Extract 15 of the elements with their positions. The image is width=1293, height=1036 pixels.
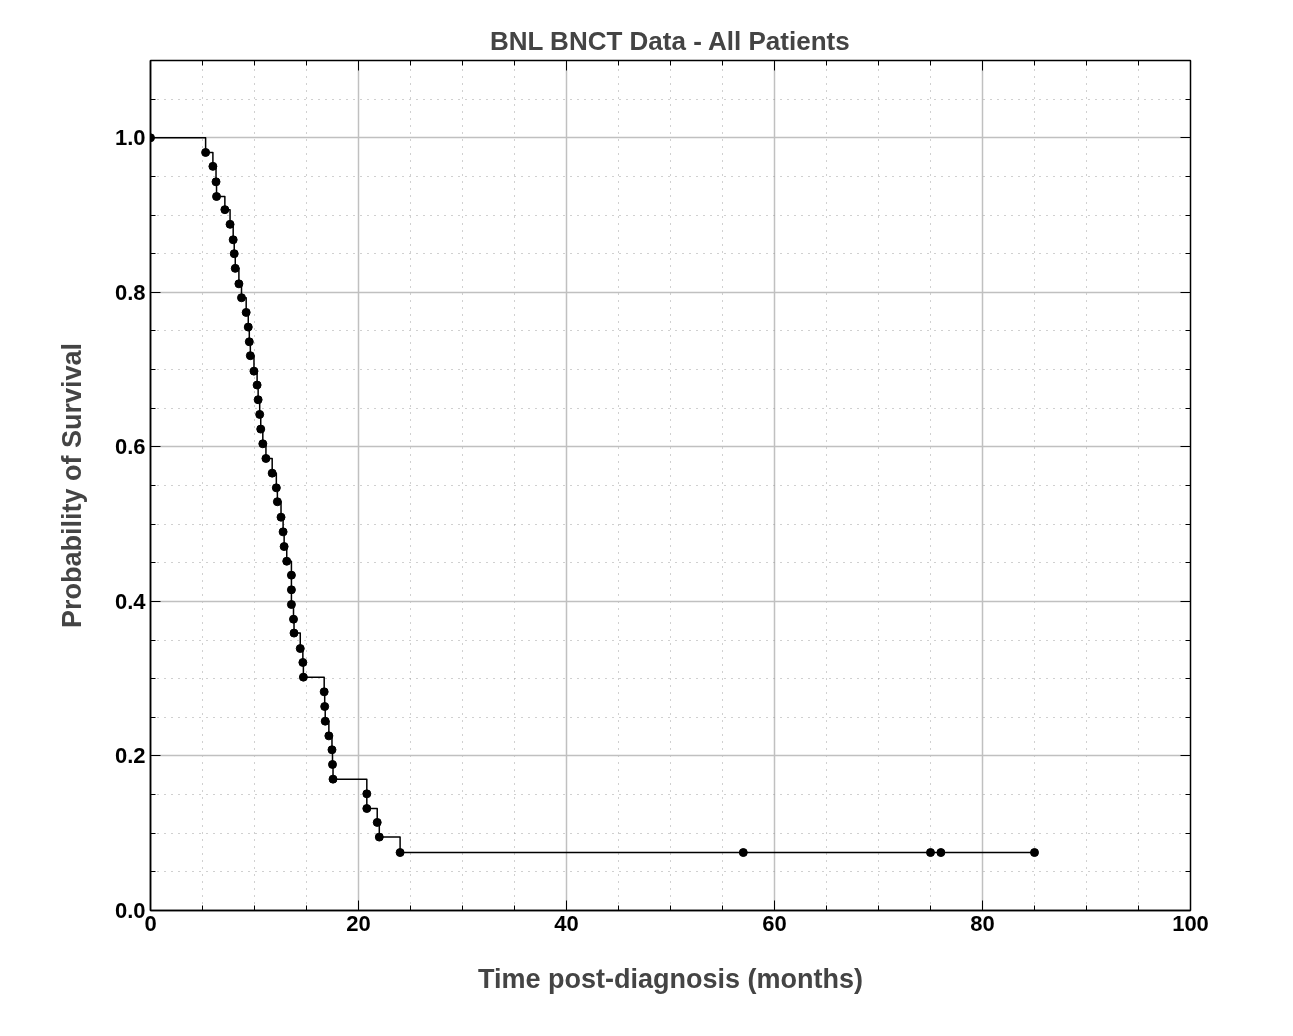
x-tick-label: 20 — [346, 910, 371, 936]
chart-title: BNL BNCT Data - All Patients — [489, 25, 850, 56]
y-tick-label: 0.4 — [114, 588, 147, 614]
x-tick-label: 100 — [1172, 910, 1209, 936]
x-tick-label: 0 — [144, 910, 157, 936]
y-tick-label: 0.0 — [114, 898, 146, 923]
y-tick-label: 0.8 — [114, 279, 146, 305]
x-tick-label: 40 — [554, 910, 579, 936]
x-tick-label: 80 — [970, 910, 995, 936]
y-axis-title: Probability of Survival — [56, 342, 87, 629]
x-axis-title: Time post-diagnosis (months) — [477, 963, 864, 994]
x-tick-label: 60 — [762, 910, 787, 936]
y-tick-label: 0.2 — [114, 743, 146, 769]
y-tick-label: 0.6 — [114, 434, 146, 460]
y-tick-label: 1.0 — [114, 125, 146, 151]
